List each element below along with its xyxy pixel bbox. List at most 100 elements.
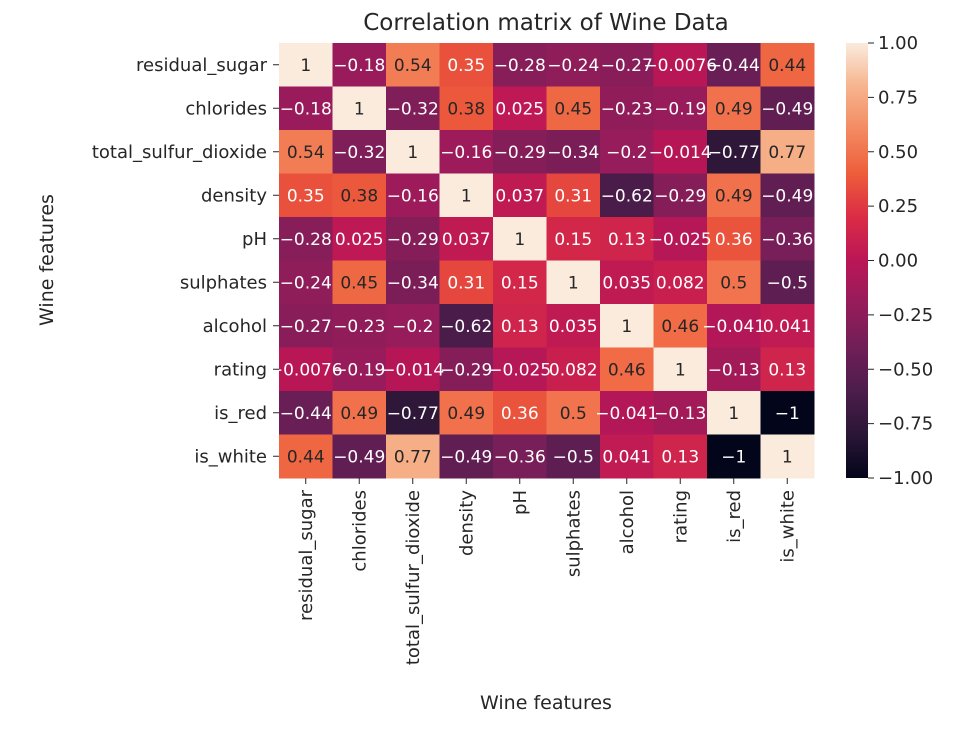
heatmap-cell xyxy=(600,86,654,131)
colorbar-tick-label: −1.00 xyxy=(878,468,933,489)
x-tick-label: rating xyxy=(670,490,691,543)
heatmap-cell-label: −0.44 xyxy=(708,56,760,76)
heatmap-cell xyxy=(707,304,761,348)
heatmap-cell xyxy=(279,347,333,392)
heatmap-cell xyxy=(707,260,761,305)
heatmap-cell xyxy=(439,434,494,479)
heatmap-cell-label: 0.5 xyxy=(560,404,587,424)
heatmap-cell xyxy=(493,347,547,392)
heatmap-cell-label: −0.29 xyxy=(494,143,546,163)
heatmap-cell-label: −0.014 xyxy=(649,143,712,163)
heatmap-cell-label: −0.62 xyxy=(601,186,653,206)
heatmap-cell-label: 0.035 xyxy=(549,317,598,337)
heatmap-cell-label: 1 xyxy=(568,273,579,293)
heatmap-cell xyxy=(386,86,440,131)
heatmap-cell xyxy=(760,86,815,131)
heatmap-cell xyxy=(493,130,547,174)
heatmap-cell-label: 0.46 xyxy=(608,360,646,380)
x-tick-label: pH xyxy=(510,490,531,515)
heatmap-cell xyxy=(386,434,440,479)
heatmap-cell xyxy=(279,304,333,348)
heatmap-cell xyxy=(332,86,387,131)
colorbar-tick-label: 1.00 xyxy=(878,33,918,54)
heatmap-cell xyxy=(707,86,761,131)
heatmap-cell xyxy=(653,347,708,392)
heatmap-cell-label: 0.36 xyxy=(501,404,539,424)
heatmap-cell-label: −0.13 xyxy=(654,404,706,424)
heatmap-cell-label: 1 xyxy=(461,186,472,206)
heatmap-cell xyxy=(439,347,494,392)
heatmap-cell xyxy=(760,304,815,348)
heatmap-cell-label: 0.54 xyxy=(287,143,325,163)
y-tick-label: alcohol xyxy=(203,316,267,337)
heatmap-cell-label: −0.18 xyxy=(280,99,332,119)
heatmap-cell xyxy=(332,304,387,348)
heatmap-cell-label: −0.27 xyxy=(601,56,653,76)
heatmap-cell xyxy=(760,43,815,87)
heatmap-cell xyxy=(546,304,601,348)
heatmap-cell-label: −0.34 xyxy=(547,143,599,163)
y-tick-label: chlorides xyxy=(185,98,267,119)
heatmap-cells xyxy=(279,43,815,479)
heatmap-cell-label: −0.77 xyxy=(387,404,439,424)
colorbar xyxy=(846,43,868,478)
heatmap-cell-label: 0.037 xyxy=(495,186,544,206)
heatmap-cell-label: 0.38 xyxy=(340,186,378,206)
heatmap-cell-label: 0.082 xyxy=(656,273,705,293)
heatmap-cell-label: −0.32 xyxy=(387,99,439,119)
heatmap-cell xyxy=(279,434,333,479)
heatmap-cell xyxy=(279,391,333,435)
heatmap-cell xyxy=(760,434,815,479)
colorbar-tick-label: −0.25 xyxy=(878,305,933,326)
heatmap-cell xyxy=(279,260,333,305)
heatmap-cell xyxy=(386,260,440,305)
heatmap-cell xyxy=(332,43,387,87)
heatmap-cell xyxy=(760,217,815,261)
heatmap-cell-label: 0.041 xyxy=(602,447,651,467)
heatmap-cell xyxy=(707,391,761,435)
heatmap-cell xyxy=(600,434,654,479)
heatmap-cell-label: −0.29 xyxy=(387,230,439,250)
heatmap-cell-label: −0.49 xyxy=(333,447,385,467)
heatmap-cell-label: 0.15 xyxy=(554,230,592,250)
heatmap-cell-label: −0.49 xyxy=(440,447,492,467)
heatmap-cell-label: 0.77 xyxy=(394,447,432,467)
heatmap-cell xyxy=(653,434,708,479)
heatmap-cell xyxy=(653,304,708,348)
y-tick-label: density xyxy=(201,185,267,206)
colorbar-tick-label: −0.75 xyxy=(878,414,933,435)
heatmap-cell-label: −0.29 xyxy=(654,186,706,206)
heatmap-cell xyxy=(386,43,440,87)
heatmap-cell xyxy=(546,173,601,218)
heatmap-cell-label: 0.46 xyxy=(661,317,699,337)
heatmap-cell-label: 0.025 xyxy=(335,230,384,250)
heatmap-cell xyxy=(546,260,601,305)
heatmap-cell-label: −0.025 xyxy=(488,360,551,380)
heatmap-cell xyxy=(493,391,547,435)
heatmap-cell xyxy=(653,43,708,87)
heatmap-cell-label: 1 xyxy=(407,143,418,163)
heatmap-cell xyxy=(439,217,494,261)
heatmap-cell-label: 0.13 xyxy=(768,360,806,380)
heatmap-cell-label: 1 xyxy=(621,317,632,337)
heatmap-cell-label: 0.041 xyxy=(763,317,812,337)
heatmap-cell-label: 1 xyxy=(514,230,525,250)
heatmap-cell xyxy=(386,130,440,174)
heatmap-cell-label: −0.62 xyxy=(440,317,492,337)
heatmap-cell-label: 0.49 xyxy=(340,404,378,424)
heatmap-cell xyxy=(493,434,547,479)
heatmap-cell xyxy=(760,173,815,218)
heatmap-cell-label: −0.025 xyxy=(649,230,712,250)
heatmap-cell xyxy=(707,434,761,479)
heatmap-cell xyxy=(439,130,494,174)
x-tick-label: sulphates xyxy=(563,490,584,577)
heatmap-cell xyxy=(386,173,440,218)
x-tick-label: density xyxy=(456,490,477,556)
heatmap-cell-label: −0.0076 xyxy=(643,56,717,76)
colorbar-tick-label: 0.50 xyxy=(878,142,918,163)
y-axis-label: Wine features xyxy=(36,194,58,326)
y-tick-label: is_red xyxy=(214,403,267,424)
y-tick-label: total_sulfur_dioxide xyxy=(92,142,267,163)
heatmap-cell xyxy=(600,130,654,174)
heatmap-cell-label: 0.037 xyxy=(442,230,491,250)
